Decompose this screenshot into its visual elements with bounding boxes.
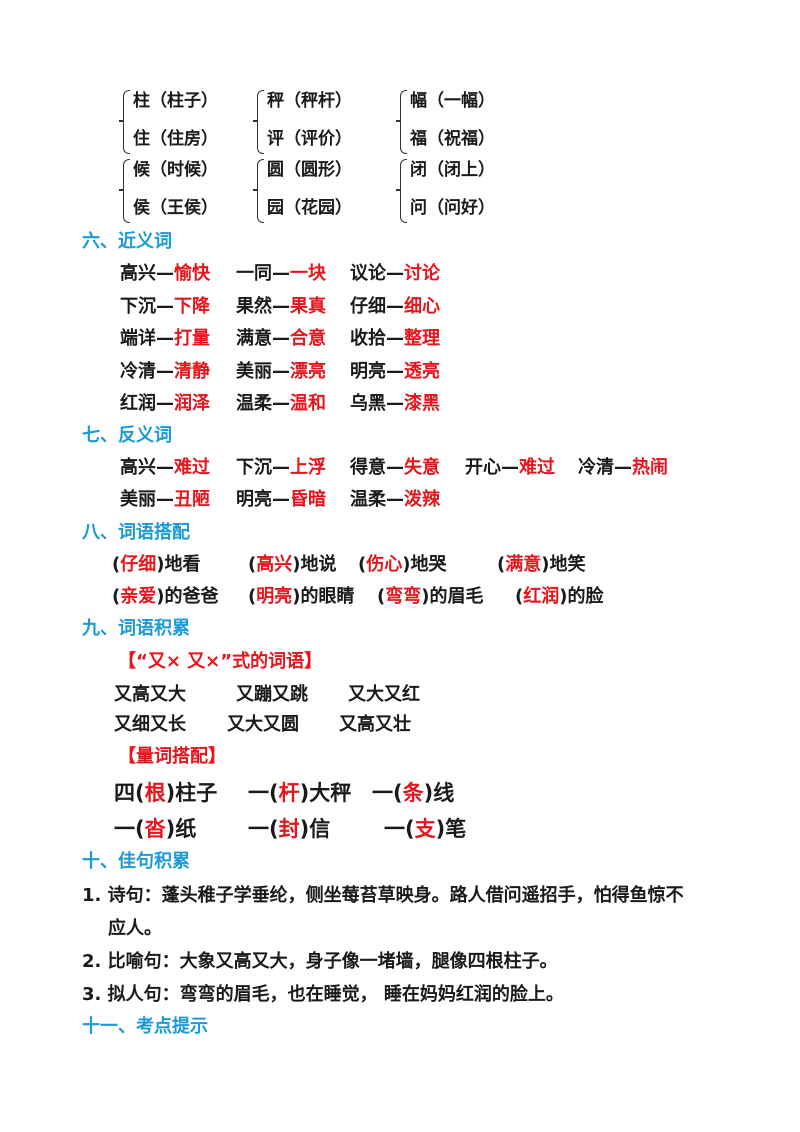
char-group: 候（时候） 侯（王侯） <box>119 157 253 223</box>
synonym-pair: 温柔—温和 <box>236 393 326 414</box>
char-word: 闭（闭上） <box>410 160 495 180</box>
synonym-pair: 红润—润泽 <box>120 393 210 414</box>
char-word: 候（时候） <box>133 160 218 180</box>
brace-icon <box>396 90 407 154</box>
antonym-pair: 下沉—上浮 <box>236 457 326 478</box>
antonym-pair: 明亮—昏暗 <box>236 489 326 510</box>
measure-word-item: 一(杆)大秤 <box>248 781 352 805</box>
brace-icon <box>253 159 264 223</box>
synonym-pair: 高兴—愉快 <box>120 263 210 284</box>
antonym-pair: 得意—失意 <box>350 457 440 478</box>
measure-word-item: 一(沓)纸 <box>114 817 197 841</box>
synonym-pair: 端详—打量 <box>120 328 210 349</box>
synonym-pair: 收拾—整理 <box>350 328 440 349</box>
char-group: 闭（闭上） 问（问好） <box>396 157 530 223</box>
section-heading-word-accumulation: 九、词语积累 <box>82 618 190 639</box>
char-group: 圆（圆形） 园（花园） <box>253 157 387 223</box>
char-word: 柱（柱子） <box>133 91 218 111</box>
char-word: 福（祝福） <box>410 129 495 149</box>
synonym-pair: 美丽—漂亮 <box>236 361 326 382</box>
word-item: 又大又红 <box>348 684 420 705</box>
char-word: 园（花园） <box>267 198 352 218</box>
brace-icon <box>396 159 407 223</box>
measure-word-item: 四(根)柱子 <box>114 781 218 805</box>
char-word: 幅（一幅） <box>410 91 495 111</box>
antonym-pair: 美丽—丑陋 <box>120 489 210 510</box>
word-item: 又细又长 <box>114 714 186 735</box>
sentence-simile: 2. 比喻句：大象又高又大，身子像一堵墙，腿像四根柱子。 <box>82 951 558 972</box>
char-word: 住（住房） <box>133 129 218 149</box>
synonym-pair: 满意—合意 <box>236 328 326 349</box>
measure-word-item: 一(条)线 <box>372 781 455 805</box>
collocation-item: (满意)地笑 <box>497 554 586 575</box>
char-group: 秤（秤杆） 评（评价） <box>253 88 387 154</box>
section-heading-synonyms: 六、近义词 <box>82 231 172 252</box>
collocation-item: (明亮)的眼睛 <box>248 586 355 607</box>
word-item: 又蹦又跳 <box>236 684 308 705</box>
synonym-pair: 下沉—下降 <box>120 296 210 317</box>
synonym-pair: 冷清—清静 <box>120 361 210 382</box>
subheading-repeat-pattern: 【“又× 又×”式的词语】 <box>118 651 323 672</box>
collocation-item: (仔细)地看 <box>112 554 201 575</box>
measure-word-item: 一(封)信 <box>248 817 331 841</box>
brace-icon <box>253 90 264 154</box>
section-heading-good-sentences: 十、佳句积累 <box>82 851 190 872</box>
antonym-pair: 冷清—热闹 <box>578 457 668 478</box>
brace-icon <box>119 159 130 223</box>
char-group: 幅（一幅） 福（祝福） <box>396 88 530 154</box>
sentence-poem-cont: 应人。 <box>108 918 162 939</box>
antonym-pair: 温柔—泼辣 <box>350 489 440 510</box>
section-heading-antonyms: 七、反义词 <box>82 425 172 446</box>
subheading-measure-words: 【量词搭配】 <box>118 746 226 767</box>
measure-word-item: 一(支)笔 <box>384 817 467 841</box>
synonym-pair: 仔细—细心 <box>350 296 440 317</box>
synonym-pair: 议论—讨论 <box>350 263 440 284</box>
collocation-item: (弯弯)的眉毛 <box>377 586 484 607</box>
collocation-item: (高兴)地说 <box>248 554 337 575</box>
char-word: 圆（圆形） <box>267 160 352 180</box>
collocation-item: (伤心)地哭 <box>358 554 447 575</box>
char-word: 评（评价） <box>267 129 352 149</box>
brace-icon <box>119 90 130 154</box>
word-item: 又高又壮 <box>339 714 411 735</box>
section-heading-exam-tips: 十一、考点提示 <box>82 1016 208 1037</box>
antonym-pair: 开心—难过 <box>465 457 555 478</box>
antonym-pair: 高兴—难过 <box>120 457 210 478</box>
synonym-pair: 一同—一块 <box>236 263 326 284</box>
word-item: 又大又圆 <box>227 714 299 735</box>
synonym-pair: 果然—果真 <box>236 296 326 317</box>
sentence-personification: 3. 拟人句：弯弯的眉毛，也在睡觉， 睡在妈妈红润的脸上。 <box>82 984 564 1005</box>
sentence-poem: 1. 诗句：蓬头稚子学垂纶，侧坐莓苔草映身。路人借问遥招手，怕得鱼惊不 <box>82 885 684 906</box>
synonym-pair: 明亮—透亮 <box>350 361 440 382</box>
char-word: 问（问好） <box>410 198 495 218</box>
char-word: 侯（王侯） <box>133 198 218 218</box>
char-word: 秤（秤杆） <box>267 91 352 111</box>
char-group: 柱（柱子） 住（住房） <box>119 88 253 154</box>
section-heading-collocations: 八、词语搭配 <box>82 522 190 543</box>
collocation-item: (亲爱)的爸爸 <box>112 586 219 607</box>
word-item: 又高又大 <box>114 684 186 705</box>
collocation-item: (红润)的脸 <box>515 586 604 607</box>
synonym-pair: 乌黑—漆黑 <box>350 393 440 414</box>
